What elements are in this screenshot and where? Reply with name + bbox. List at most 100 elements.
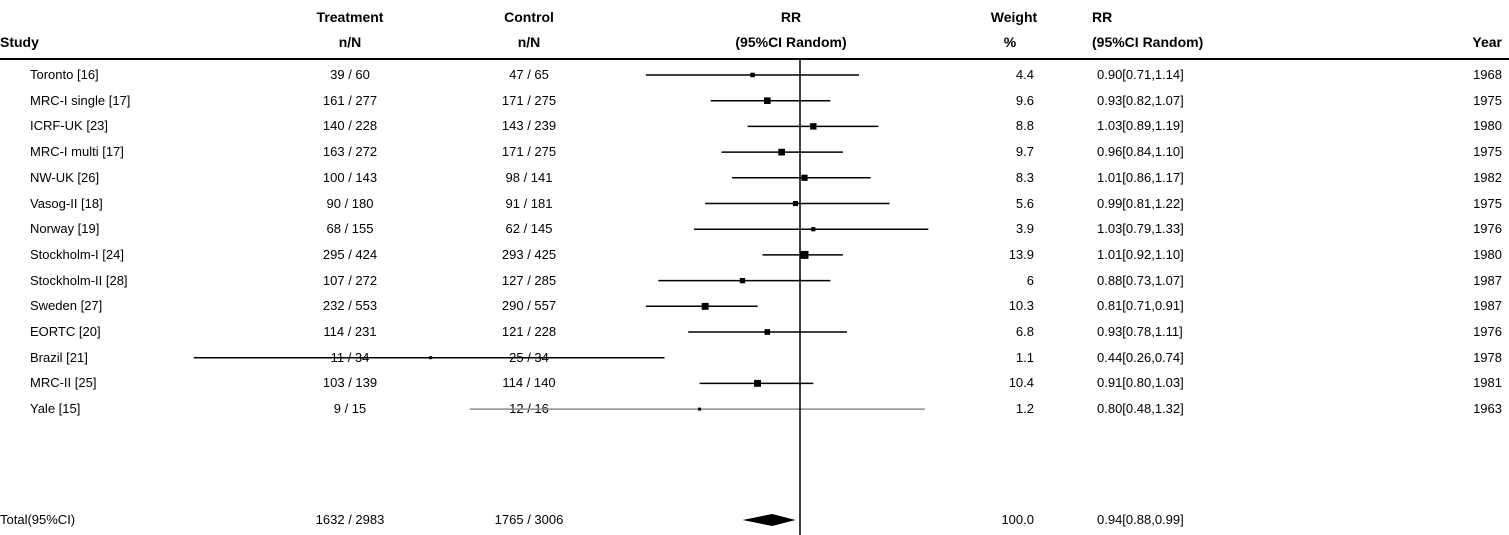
point-estimate-box xyxy=(429,356,433,360)
study-name: Stockholm-II [28] xyxy=(30,272,128,288)
header-year: Year xyxy=(1472,34,1502,50)
treatment-count: 100 / 143 xyxy=(322,169,378,185)
study-name: EORTC [20] xyxy=(30,324,101,339)
header-control-sub: n/N xyxy=(517,34,541,50)
treatment-count: 295 / 424 xyxy=(322,246,378,262)
weight-value: 1.2 xyxy=(1015,401,1034,417)
header-control-title: Control xyxy=(504,9,554,25)
year-value: 1976 xyxy=(1473,221,1502,237)
treatment-count: 140 / 228 xyxy=(322,118,378,134)
weight-value: 9.6 xyxy=(1015,92,1034,108)
weight-value: 9.7 xyxy=(1015,144,1034,160)
rr-ci-text: 0.94[0.88,0.99] xyxy=(1097,512,1184,527)
year-value: 1976 xyxy=(1473,324,1502,339)
weight-value: 10.4 xyxy=(1008,375,1034,391)
treatment-count: 114 / 231 xyxy=(323,324,377,339)
study-name: Brazil [21] xyxy=(30,349,88,365)
study-name: MRC-II [25] xyxy=(30,375,97,391)
year-value: 1980 xyxy=(1473,246,1502,262)
treatment-count: 107 / 272 xyxy=(322,272,378,288)
rr-ci-text: 0.96[0.84,1.10] xyxy=(1097,144,1184,160)
treatment-count: 232 / 553 xyxy=(322,298,378,314)
rr-ci-text: 1.01[0.92,1.10] xyxy=(1097,246,1184,262)
year-value: 1987 xyxy=(1473,298,1502,314)
study-name: Sweden [27] xyxy=(30,298,103,314)
control-count: 62 / 145 xyxy=(505,221,553,237)
point-estimate-box xyxy=(800,250,809,259)
study-name: ICRF-UK [23] xyxy=(30,118,109,134)
rr-ci-text: 0.88[0.73,1.07] xyxy=(1097,272,1184,288)
rr-ci-text: 0.80[0.48,1.32] xyxy=(1097,401,1184,417)
control-count: 171 / 275 xyxy=(501,92,557,108)
weight-value: 10.3 xyxy=(1008,298,1034,314)
point-estimate-box xyxy=(750,72,755,78)
rr-ci-text: 0.93[0.78,1.11] xyxy=(1097,324,1183,339)
header-rule xyxy=(0,58,1509,60)
rr-ci-text: 1.01[0.86,1.17] xyxy=(1097,169,1184,185)
year-value: 1968 xyxy=(1473,67,1502,82)
control-count: 290 / 557 xyxy=(501,298,557,314)
weight-value: 13.9 xyxy=(1008,246,1034,262)
study-name: Total(95%CI) xyxy=(0,512,76,527)
weight-value: 4.4 xyxy=(1015,67,1034,82)
point-estimate-box xyxy=(764,329,771,335)
point-estimate-box xyxy=(739,278,746,284)
control-count: 143 / 239 xyxy=(501,118,557,134)
treatment-count: 68 / 155 xyxy=(326,221,374,237)
control-count: 121 / 228 xyxy=(501,324,557,339)
year-value: 1975 xyxy=(1473,92,1502,108)
header-treatment-sub: n/N xyxy=(338,34,362,50)
treatment-count: 1632 / 2983 xyxy=(315,512,385,527)
study-name: MRC-I multi [17] xyxy=(30,144,124,160)
study-name: Stockholm-I [24] xyxy=(30,246,124,262)
study-name: Vasog-II [18] xyxy=(30,195,103,211)
point-estimate-box xyxy=(754,379,761,387)
weight-value: 8.8 xyxy=(1015,118,1034,134)
year-value: 1963 xyxy=(1473,401,1502,417)
year-value: 1975 xyxy=(1473,195,1502,211)
year-value: 1975 xyxy=(1473,144,1502,160)
rr-ci-text: 0.91[0.80,1.03] xyxy=(1097,375,1184,391)
point-estimate-box xyxy=(810,123,817,130)
header-study: Study xyxy=(0,34,39,50)
rr-ci-text: 0.81[0.71,0.91] xyxy=(1097,298,1184,314)
header-rr-plot-title: RR xyxy=(780,9,802,25)
header-weight-title: Weight xyxy=(990,9,1038,25)
pooled-diamond xyxy=(742,514,796,526)
treatment-count: 39 / 60 xyxy=(330,67,370,82)
treatment-count: 9 / 15 xyxy=(333,401,367,417)
control-count: 47 / 65 xyxy=(509,67,549,82)
treatment-count: 163 / 272 xyxy=(322,144,378,160)
header-treatment-title: Treatment xyxy=(316,9,384,25)
point-estimate-box xyxy=(764,97,771,104)
point-estimate-box xyxy=(801,174,808,181)
rr-ci-text: 0.90[0.71,1.14] xyxy=(1097,67,1184,82)
rr-ci-text: 0.44[0.26,0.74] xyxy=(1097,349,1184,365)
rr-ci-text: 0.99[0.81,1.22] xyxy=(1097,195,1184,211)
control-count: 98 / 141 xyxy=(505,169,553,185)
year-value: 1978 xyxy=(1473,349,1502,365)
rr-ci-text: 1.03[0.79,1.33] xyxy=(1097,221,1184,237)
point-estimate-box xyxy=(792,201,798,207)
study-name: MRC-I single [17] xyxy=(30,92,131,108)
treatment-count: 103 / 139 xyxy=(322,375,378,391)
point-estimate-box xyxy=(778,148,785,156)
treatment-count: 161 / 277 xyxy=(322,92,378,108)
weight-value: 100.0 xyxy=(1001,512,1034,527)
weight-value: 3.9 xyxy=(1015,221,1034,237)
weight-value: 5.6 xyxy=(1015,195,1034,211)
control-count: 127 / 285 xyxy=(501,272,557,288)
control-count: 114 / 140 xyxy=(502,375,556,391)
header-rr-plot-sub: (95%CI Random) xyxy=(735,34,847,50)
control-count: 1765 / 3006 xyxy=(494,512,564,527)
point-estimate-box xyxy=(698,407,702,411)
control-count: 171 / 275 xyxy=(501,144,557,160)
header-rr-text-sub: (95%CI Random) xyxy=(1092,34,1204,50)
weight-value: 1.1 xyxy=(1015,349,1034,365)
weight-value: 6 xyxy=(1026,272,1034,288)
control-count: 91 / 181 xyxy=(505,195,553,211)
header-rr-text-title: RR xyxy=(1092,9,1113,25)
header-weight-sub: % xyxy=(1003,34,1017,50)
study-name: Toronto [16] xyxy=(30,67,99,82)
year-value: 1987 xyxy=(1473,272,1502,288)
